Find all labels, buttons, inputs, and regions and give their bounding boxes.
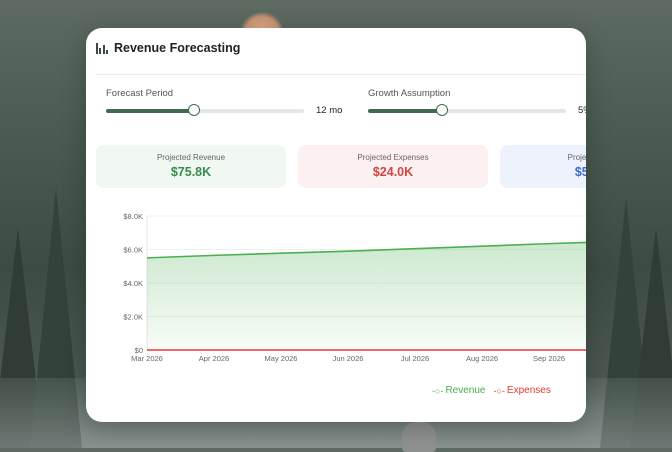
- y-tick-label: $8.0K: [123, 212, 143, 221]
- y-tick-label: $6.0K: [123, 246, 143, 255]
- chart-legend: -○- Revenue -○- Expenses: [432, 385, 551, 396]
- x-tick-label: Apr 2026: [199, 354, 229, 363]
- x-tick-label: Aug 2026: [466, 354, 498, 363]
- header-divider: [96, 74, 586, 75]
- y-tick-label: $4.0K: [123, 279, 143, 288]
- legend-item-expenses[interactable]: -○- Expenses: [493, 385, 550, 396]
- card-header: Revenue Forecasting: [96, 41, 240, 55]
- stat-card-revenue: Projected Revenue $75.8K: [96, 145, 286, 188]
- forecast-period-control: Forecast Period 12 mo: [106, 88, 342, 116]
- growth-assumption-fill: [368, 108, 444, 113]
- growth-assumption-value: 5%: [578, 105, 586, 116]
- card-title: Revenue Forecasting: [114, 41, 241, 55]
- stat-value: $51.8K: [574, 165, 586, 179]
- expenses-legend-icon: -○-: [493, 385, 505, 396]
- forecast-period-thumb[interactable]: [188, 103, 201, 116]
- growth-assumption-thumb[interactable]: [436, 103, 449, 116]
- revenue-area: [147, 242, 586, 350]
- background-cat: [402, 422, 436, 452]
- forecast-period-value: 12 mo: [316, 105, 343, 116]
- growth-assumption-slider[interactable]: [368, 103, 566, 116]
- legend-label-expenses: Expenses: [506, 385, 551, 396]
- x-tick-label: Sep 2026: [533, 354, 565, 363]
- revenue-line: [146, 241, 586, 259]
- stat-value: $24.0K: [372, 165, 414, 179]
- revenue-forecast-card: Revenue Forecasting Forecast Period 12 m…: [86, 28, 586, 422]
- forecast-period-fill: [106, 108, 196, 113]
- stat-value: $75.8K: [170, 165, 212, 179]
- growth-assumption-label: Growth Assumption: [368, 88, 451, 99]
- revenue-legend-icon: -○-: [432, 385, 444, 396]
- stat-label: Projected Expenses: [357, 153, 429, 162]
- legend-item-revenue[interactable]: -○- Revenue: [432, 385, 485, 396]
- stat-card-profit: Projected Profit $51.8K: [500, 145, 586, 188]
- stat-label: Projected Revenue: [156, 153, 226, 162]
- x-tick-label: Jun 2026: [333, 354, 364, 363]
- legend-label-revenue: Revenue: [445, 385, 486, 396]
- y-tick-label: $0: [135, 346, 143, 355]
- stat-label: Projected Profit: [567, 153, 586, 162]
- forecast-period-label: Forecast Period: [106, 88, 174, 99]
- y-tick-label: $2.0K: [123, 313, 143, 322]
- stat-card-expenses: Projected Expenses $24.0K: [298, 145, 488, 188]
- bar-chart-icon: [96, 42, 108, 54]
- x-tick-label: Mar 2026: [131, 354, 163, 363]
- growth-assumption-control: Growth Assumption 5%: [368, 88, 586, 116]
- forecast-chart: $0 $2.0K $4.0K $6.0K $8.0K Mar 2026 Apr 2026 Ma…: [123, 212, 586, 363]
- forecast-period-slider[interactable]: [106, 103, 304, 116]
- x-tick-label: May 2026: [265, 354, 298, 363]
- x-tick-label: Jul 2026: [401, 354, 429, 363]
